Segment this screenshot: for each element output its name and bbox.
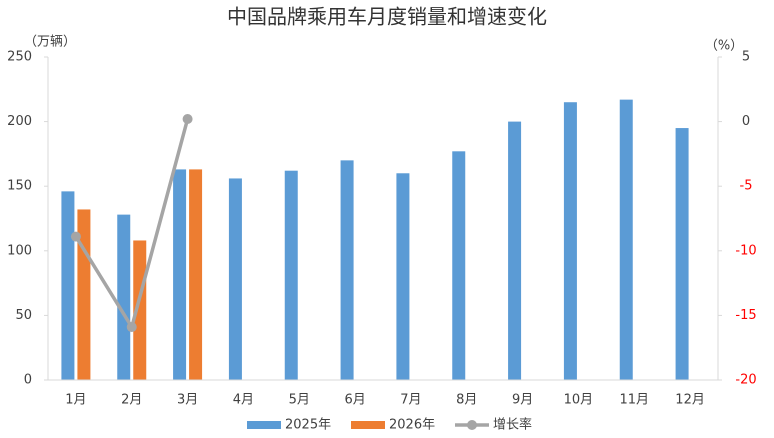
y-tick-label: 150 [7,179,32,194]
bar [117,214,131,380]
legend-label: 2026年 [389,418,435,433]
x-tick-label: 9月 [512,393,533,408]
y-tick-label: 50 [15,308,32,323]
bar [563,102,577,380]
y2-tick-label: -20 [735,373,756,388]
y-tick-label: 0 [24,373,32,388]
bar [396,173,410,380]
x-tick-label: 1月 [65,393,86,408]
bar [284,170,298,380]
chart-title: 中国品牌乘用车月度销量和增速变化 [227,5,547,29]
line-marker [70,231,81,242]
x-tick-label: 10月 [564,393,594,408]
y-tick-label: 200 [7,114,32,129]
line-marker [126,322,137,333]
legend-marker [351,421,385,429]
bar [133,240,147,380]
legend-label: 增长率 [493,417,532,433]
x-tick-label: 8月 [456,393,477,408]
y2-tick-label: 0 [742,114,750,129]
bar [189,169,203,380]
y2-axis-unit: （%） [705,39,743,54]
x-tick-label: 6月 [344,393,365,408]
bar [619,99,633,381]
y2-tick-label: -5 [740,179,753,194]
x-tick-label: 3月 [177,393,198,408]
legend-marker [247,421,281,429]
bar [228,178,242,380]
y-tick-label: 100 [7,243,32,258]
bar [452,151,466,380]
y-tick-label: 250 [7,50,32,65]
legend-label: 2025年 [285,418,331,433]
x-tick-label: 7月 [400,393,421,408]
x-tick-label: 11月 [619,393,649,408]
x-tick-label: 12月 [675,393,705,408]
y2-tick-label: 5 [742,50,750,65]
bar [675,128,689,380]
bar [61,191,75,380]
y2-tick-label: -15 [735,308,756,323]
y-axis-unit: （万辆） [24,35,76,50]
y2-tick-label: -10 [735,243,756,258]
x-tick-label: 2月 [121,393,142,408]
x-tick-label: 5月 [289,393,310,408]
bar [173,169,187,380]
bar [340,160,354,380]
legend-marker [467,420,477,430]
line-marker [182,114,193,125]
line [74,118,190,332]
x-tick-label: 4月 [233,393,254,408]
bar [508,121,522,380]
